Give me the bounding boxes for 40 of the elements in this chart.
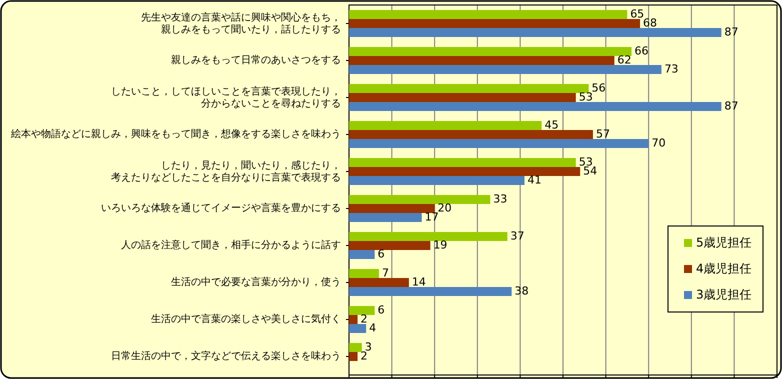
data-label: 66	[634, 44, 648, 58]
data-label: 53	[578, 90, 593, 104]
y-tick-label: 絵本や物語などに親しみ，興味をもって聞き，想像をする楽しさを味わう	[10, 128, 341, 140]
data-label: 6	[378, 248, 385, 261]
data-label: 62	[617, 54, 632, 67]
data-label: 54	[583, 164, 598, 178]
data-label: 4	[369, 322, 376, 335]
legend-label: 5歳児担任	[696, 235, 752, 250]
data-label: 33	[493, 192, 508, 206]
data-label: 57	[596, 128, 610, 141]
y-tick-label: 生活の中で必要な言葉が分かり，使う	[171, 276, 341, 288]
data-label: 7	[382, 266, 389, 280]
legend-label: 4歳児担任	[696, 261, 752, 276]
y-tick-label: 人の話を注意して聞き，相手に分かるように話す	[121, 239, 341, 252]
y-tick-label: 先生や友達の言葉や話に興味や関心をもち，親しみをもって聞いたり，話したりする	[141, 11, 341, 36]
data-label: 2	[360, 312, 368, 326]
data-label: 73	[664, 62, 678, 76]
data-label: 37	[510, 230, 524, 243]
data-label: 41	[527, 174, 542, 187]
legend-label: 3歳児担任	[696, 287, 752, 302]
y-tick-label: 日常生活の中で，文字などで伝える楽しさを味わう	[111, 350, 341, 362]
data-label: 38	[514, 284, 529, 298]
y-tick-label: いろいろな体験を通じてイメージや言葉を豊かにする	[101, 202, 341, 214]
data-label: 87	[724, 100, 738, 113]
data-label: 65	[630, 8, 644, 21]
data-label: 70	[652, 136, 666, 150]
data-label: 17	[424, 210, 439, 224]
y-tick-label: 親しみをもって日常のあいさつをする	[171, 54, 341, 66]
data-label: 2	[360, 350, 368, 363]
data-label: 14	[412, 276, 426, 289]
data-label: 6	[378, 304, 385, 317]
data-label: 56	[592, 82, 606, 95]
data-label: 20	[438, 202, 452, 215]
y-tick-label: したり，見たり，聞いたり，感じたり，考えたりなどしたことを自分なりに言葉で表現する	[111, 159, 341, 184]
y-tick-label: したいこと，してほしいことを言葉で表現したり，分からないことを尋ねたりする	[111, 85, 341, 110]
data-label: 19	[433, 238, 448, 252]
data-label: 68	[643, 16, 658, 30]
y-tick-label: 生活の中で言葉の楽しさや美しさに気付く	[151, 313, 341, 326]
data-label: 45	[544, 118, 559, 132]
data-label: 87	[724, 26, 738, 39]
